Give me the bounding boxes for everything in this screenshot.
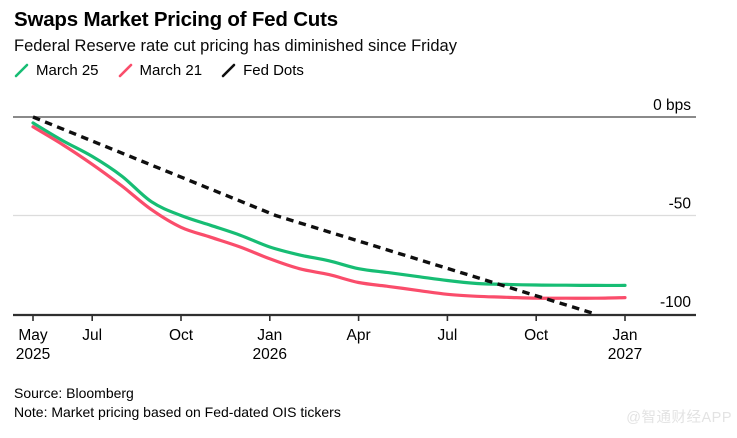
legend-label: Fed Dots [243,62,304,79]
x-tick-year-label: 2025 [16,346,50,363]
legend: March 25 March 21 Fed Dots [14,62,304,79]
legend-label: March 21 [139,62,203,79]
legend-slash-icon [221,63,236,78]
legend-item-march-25: March 25 [14,62,99,79]
y-tick-label: 0 bps [653,97,691,114]
page-title: Swaps Market Pricing of Fed Cuts [14,8,338,31]
x-tick-year-label: 2026 [253,346,287,363]
x-tick-label: Oct [524,327,549,344]
x-tick-label: May [18,327,48,344]
x-tick-label: Oct [169,327,194,344]
methodology-note: Note: Market pricing based on Fed-dated … [14,404,341,420]
y-tick-label: -50 [669,196,692,213]
y-tick-label: -100 [660,294,691,311]
source-note: Source: Bloomberg [14,385,134,401]
x-tick-label: Jul [437,327,457,344]
legend-item-march-21: March 21 [118,62,203,79]
x-tick-year-label: 2027 [608,346,642,363]
legend-item-fed-dots: Fed Dots [221,62,304,79]
legend-label: March 25 [36,62,99,79]
series-line-march-21 [31,125,627,300]
legend-slash-icon [14,63,29,78]
series-line-fed-dots [32,115,596,316]
x-tick-label: Jan [257,327,282,344]
watermark: @智通财经APP [626,410,732,426]
x-tick-label: Jul [82,327,102,344]
x-tick-label: Jan [613,327,638,344]
x-tick-label: Apr [347,327,371,344]
legend-slash-icon [118,63,132,78]
series-line-march-25 [31,121,627,288]
chart-subtitle: Federal Reserve rate cut pricing has dim… [14,37,457,55]
